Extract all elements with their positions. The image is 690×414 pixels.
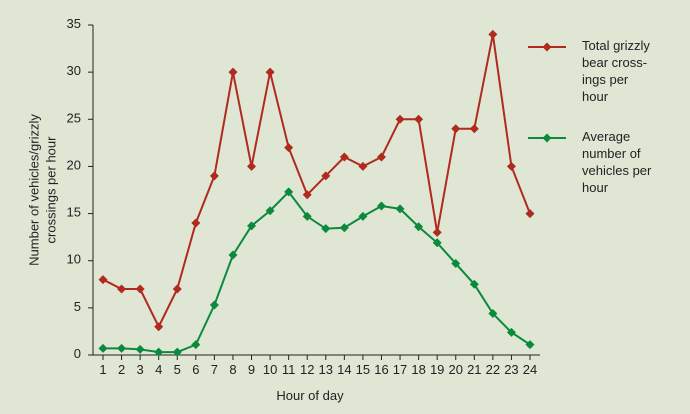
point [376,152,386,162]
point [414,114,424,124]
point [395,114,405,124]
y-tick-label: 20 [67,158,81,173]
point [191,218,201,228]
point [191,340,201,350]
legend-marker [542,133,552,143]
x-tick-label: 24 [523,362,537,377]
x-tick-label: 21 [467,362,481,377]
x-tick-label: 10 [263,362,277,377]
point [284,187,294,197]
point [154,322,164,332]
x-tick-label: 20 [449,362,463,377]
point [265,67,275,77]
y-tick-label: 30 [67,64,81,79]
series-line [102,34,531,329]
point [376,201,386,211]
x-tick-label: 15 [356,362,370,377]
point [117,343,127,353]
y-tick-label: 0 [74,346,81,361]
point [506,327,516,337]
point [265,206,275,216]
x-tick-label: 6 [192,362,199,377]
point [469,279,479,289]
point [488,309,498,319]
y-tick-label: 5 [74,299,81,314]
point [209,171,219,181]
legend-marker [542,42,552,52]
y-tick-label: 15 [67,205,81,220]
point [228,67,238,77]
point [525,209,535,219]
point [395,204,405,214]
x-tick-label: 8 [229,362,236,377]
x-tick-label: 17 [393,362,407,377]
x-tick-label: 7 [211,362,218,377]
point [135,344,145,354]
point [358,161,368,171]
x-tick-label: 3 [137,362,144,377]
point [117,284,127,294]
point [451,124,461,134]
point [172,284,182,294]
x-tick-label: 16 [374,362,388,377]
point [469,124,479,134]
x-tick-label: 22 [486,362,500,377]
legend-label: Average number of vehicles per hour [582,129,652,195]
x-tick-label: 1 [99,362,106,377]
point [284,143,294,153]
point [228,250,238,260]
y-tick-label: 10 [67,252,81,267]
point [209,300,219,310]
series-line [103,190,531,354]
point [432,227,442,237]
x-tick-label: 12 [300,362,314,377]
y-tick-label: 25 [67,111,81,126]
x-tick-label: 14 [337,362,351,377]
point [339,223,349,233]
point [172,347,182,357]
point [414,222,424,232]
x-tick-label: 23 [504,362,518,377]
point [321,171,331,181]
point [339,152,349,162]
point [321,224,331,234]
point [525,340,535,350]
point [135,284,145,294]
point [451,259,461,269]
point [432,238,442,248]
point [98,275,108,285]
x-tick-label: 18 [411,362,425,377]
point [154,347,164,357]
point [302,211,312,221]
y-axis-label: Number of vehicles/grizzly crossings per … [27,114,59,266]
x-tick-label: 4 [155,362,162,377]
x-tick-label: 19 [430,362,444,377]
point [488,29,498,39]
point [247,161,257,171]
x-tick-label: 5 [174,362,181,377]
x-tick-label: 9 [248,362,255,377]
x-tick-label: 13 [319,362,333,377]
point [247,221,257,231]
y-tick-label: 35 [67,16,81,31]
x-axis-label: Hour of day [276,388,344,403]
x-tick-label: 2 [118,362,125,377]
point [358,211,368,221]
x-tick-label: 11 [282,362,296,377]
point [506,161,516,171]
legend-label: Total grizzly bear cross-ings per hour [582,38,650,104]
point [98,343,108,353]
point [302,190,312,200]
